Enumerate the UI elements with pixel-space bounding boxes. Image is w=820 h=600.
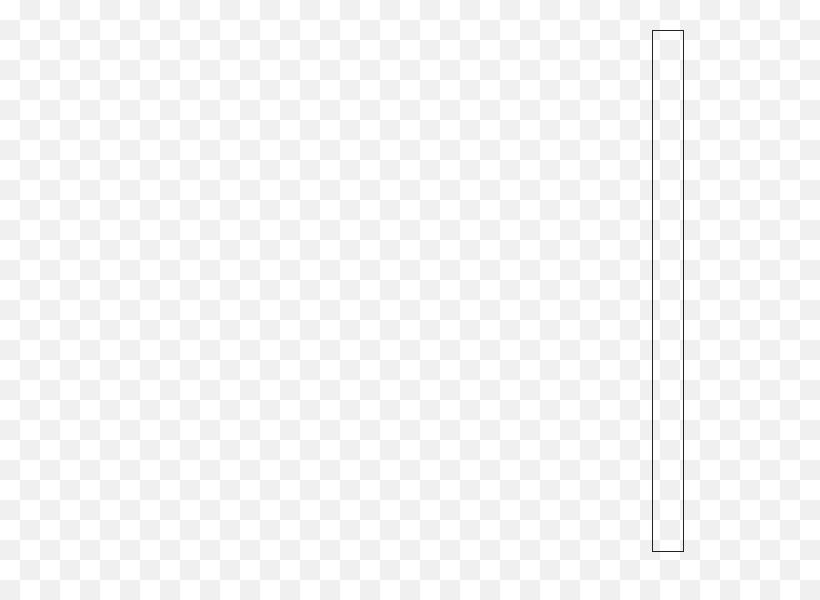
colorbar-gradient [652,30,684,552]
plot-svg [50,40,610,570]
chart-page [0,0,820,600]
colorbar [652,30,762,550]
scatter3d-plot [50,40,610,570]
